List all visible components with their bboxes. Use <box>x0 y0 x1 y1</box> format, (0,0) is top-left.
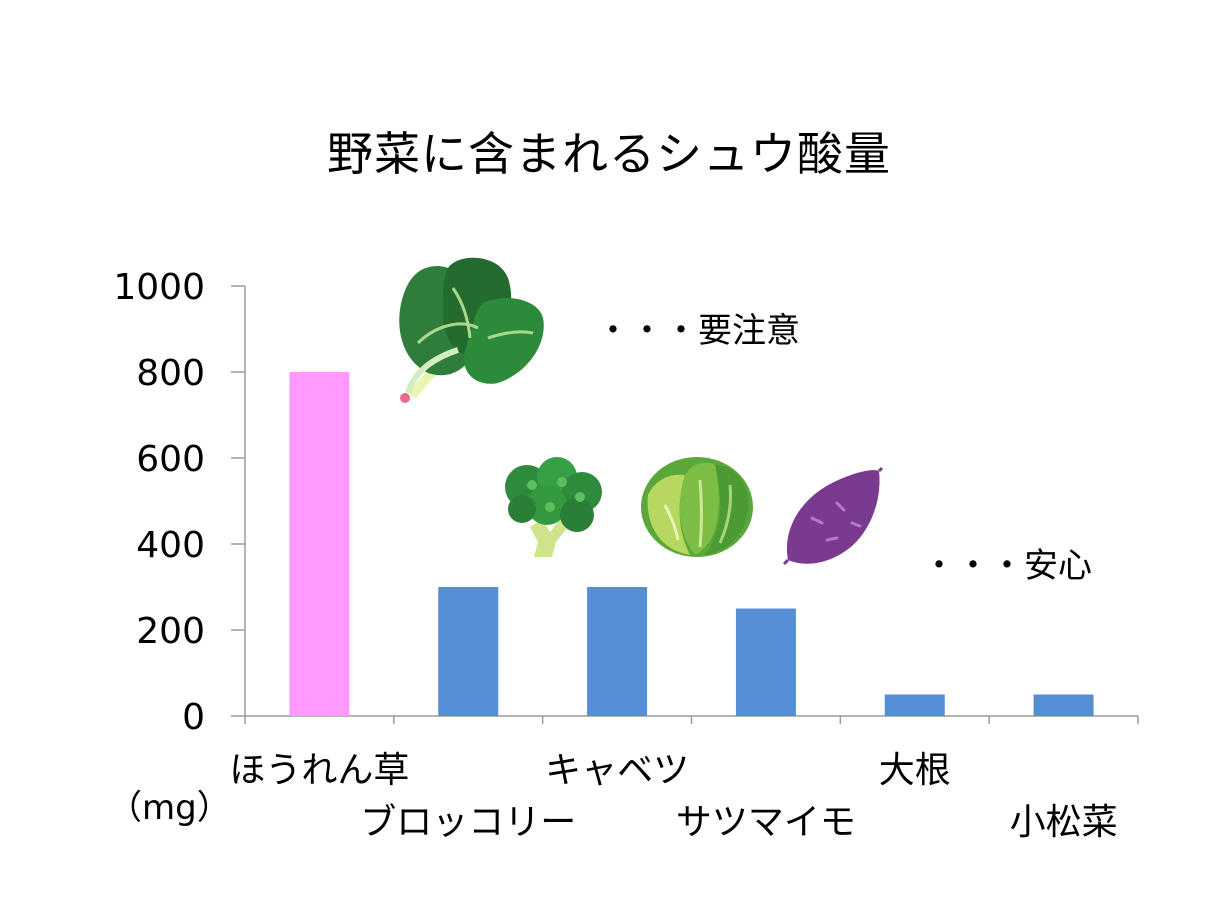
y-tick-label: 600 <box>136 439 205 480</box>
bar-1 <box>289 372 350 716</box>
broccoli-icon <box>505 457 602 557</box>
category-label: 大根 <box>879 750 951 791</box>
chart-title: 野菜に含まれるシュウ酸量 <box>327 127 891 181</box>
category-label: キャベツ <box>545 750 689 791</box>
y-tick-label: 400 <box>136 525 205 566</box>
y-tick-label: 1000 <box>113 267 205 308</box>
unit-label: （mg） <box>108 788 231 828</box>
bar-4 <box>735 608 796 716</box>
safe-note: ・・・安心 <box>922 546 1092 586</box>
bar-3 <box>587 587 648 716</box>
y-tick-label: 800 <box>136 353 205 394</box>
category-label: ブロッコリー <box>360 802 576 843</box>
spinach-icon <box>399 257 544 403</box>
sweet-potato-icon <box>782 466 884 566</box>
bar-5 <box>884 694 945 716</box>
y-tick-label: 200 <box>136 611 205 652</box>
caution-note: ・・・要注意 <box>596 311 800 351</box>
bar-2 <box>438 587 499 716</box>
category-label: サツマイモ <box>676 802 856 843</box>
category-label: 小松菜 <box>1010 802 1118 843</box>
y-tick-label: 0 <box>182 697 205 738</box>
bar-6 <box>1033 694 1094 716</box>
cabbage-icon <box>641 457 753 557</box>
category-label: ほうれん草 <box>229 750 409 791</box>
